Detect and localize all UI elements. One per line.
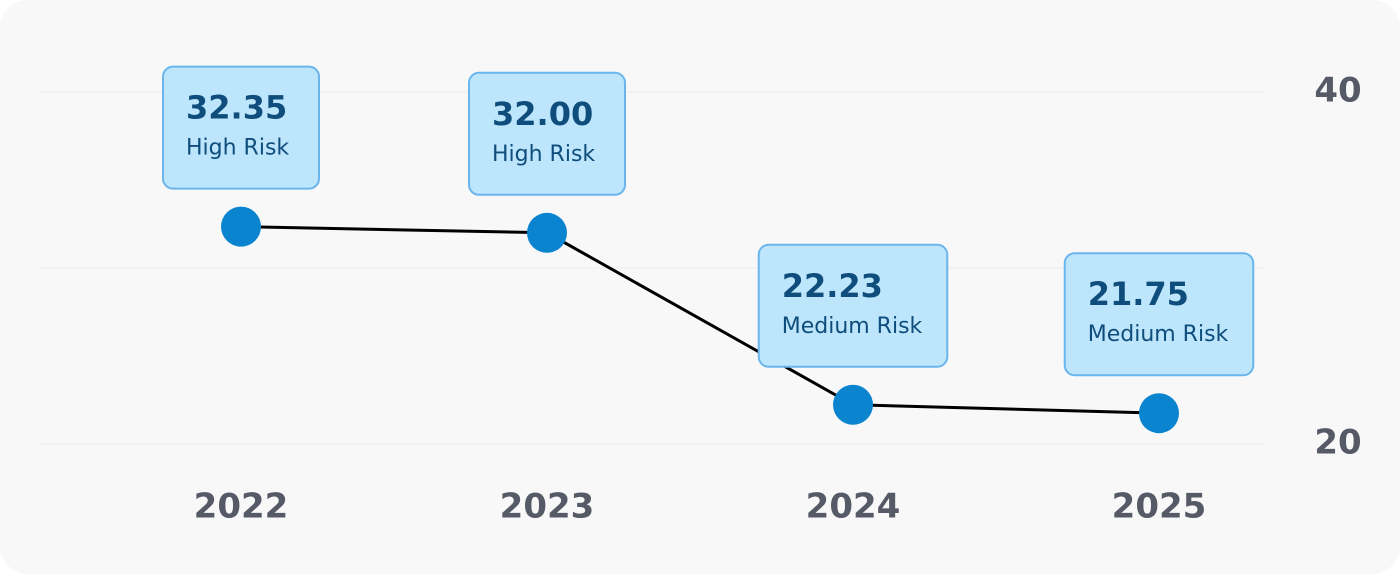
point [221,206,261,247]
x-tick-label: 2024 [806,487,901,527]
y-tick-label: 40 [1314,71,1361,111]
annotation-box [162,65,320,190]
annotation: 32.35 High Risk [162,65,320,190]
point [527,212,567,253]
x-tick-label: 2025 [1112,487,1207,527]
annotation: 32.00 High Risk [468,71,626,196]
point [833,384,873,425]
value-label: 32.35 [186,89,287,127]
y-tick-label: 20 [1314,423,1361,463]
risk-label: Medium Risk [1088,322,1229,347]
annotation-box [1063,252,1255,377]
point [1139,393,1179,434]
x-tick-label: 2023 [500,487,595,527]
annotation: 21.75 Medium Risk [1063,252,1255,377]
risk-label: High Risk [492,142,595,167]
line [240,225,1160,415]
risk-label: Medium Risk [782,314,923,339]
value-label: 32.00 [492,95,593,133]
annotation-box [468,71,626,196]
x-tick-label: 2022 [194,487,289,527]
annotation-box [757,243,949,368]
risk-label: High Risk [186,136,289,161]
annotation: 22.23 Medium Risk [757,243,949,368]
value-label: 22.23 [782,267,883,305]
value-label: 21.75 [1088,275,1189,313]
